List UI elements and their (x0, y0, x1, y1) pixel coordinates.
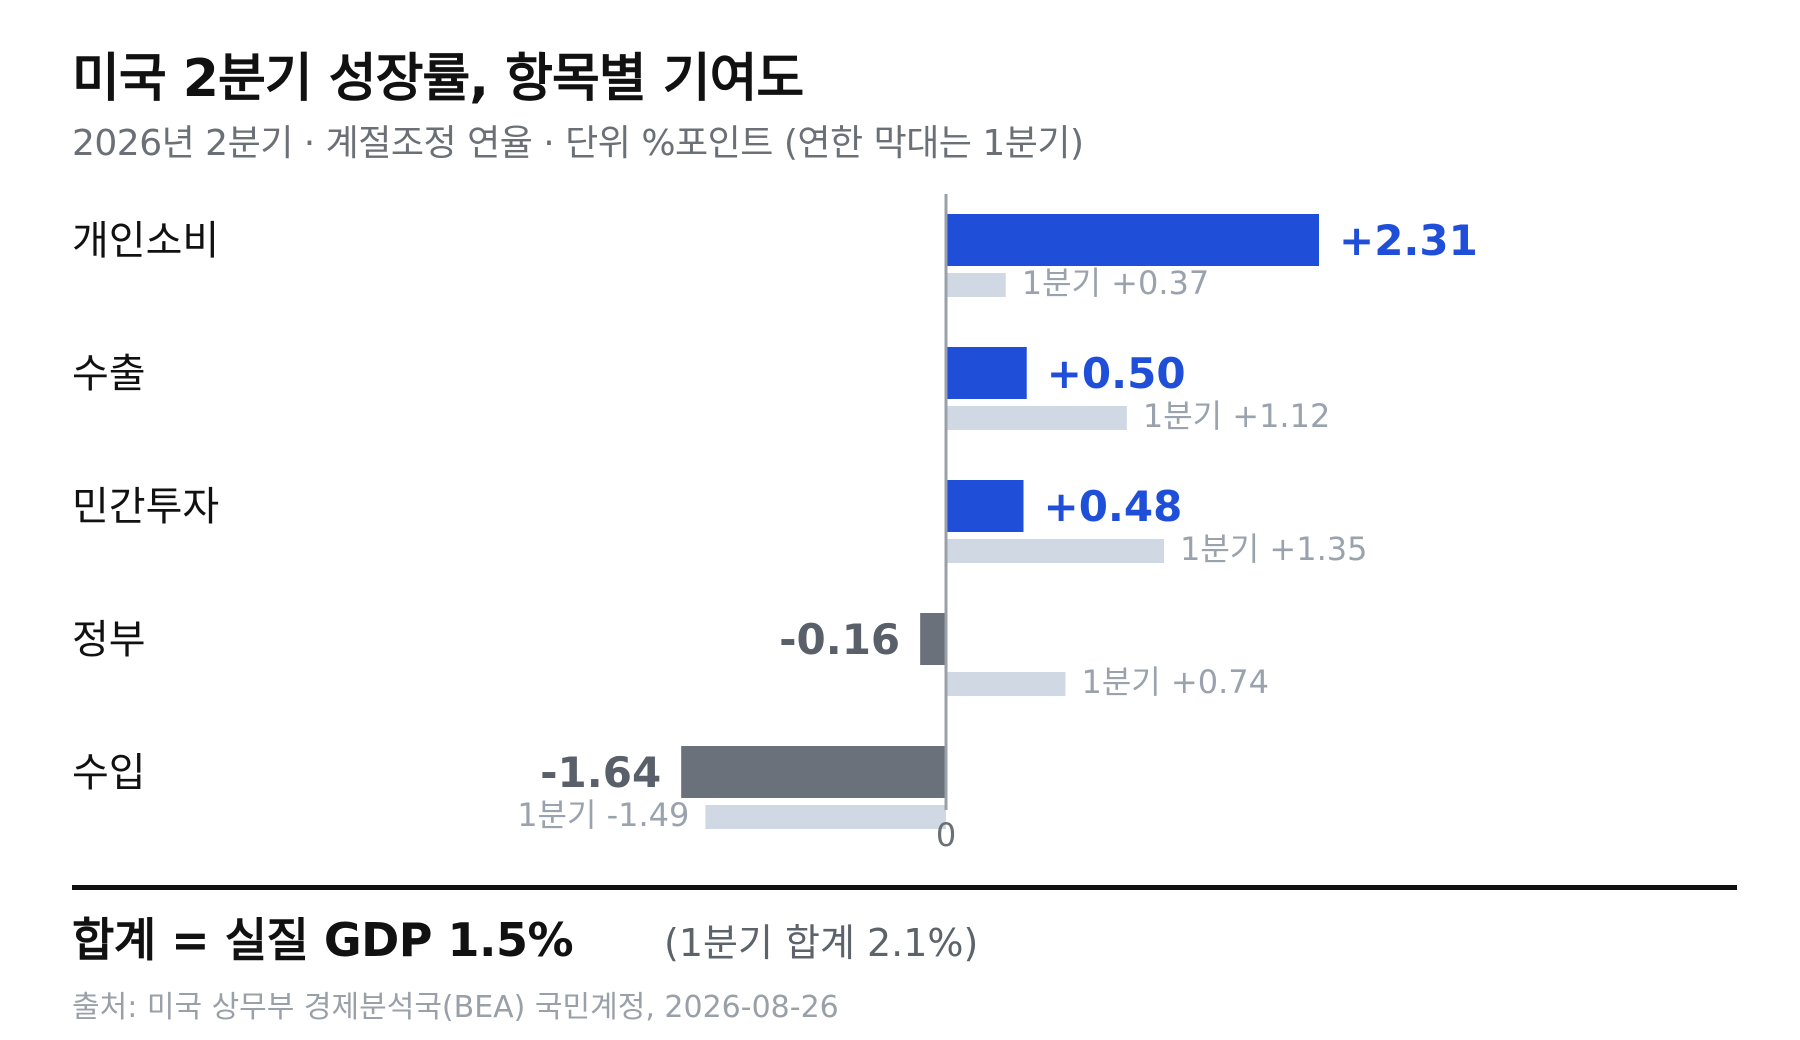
bar-current (920, 613, 946, 665)
previous-value-label: 1분기 +1.12 (1143, 397, 1330, 435)
source-note: 출처: 미국 상무부 경제분석국(BEA) 국민계정, 2026-08-26 (72, 990, 839, 1025)
chart-subtitle: 2026년 2분기 · 계절조정 연율 · 단위 %포인트 (연한 막대는 1분… (72, 123, 1084, 164)
bar-previous (946, 273, 1006, 297)
summary-divider (72, 885, 1737, 890)
bar-previous (705, 805, 946, 829)
value-label: -0.16 (779, 615, 900, 664)
previous-value-label: 1분기 -1.49 (517, 796, 689, 834)
category-label: 수출 (72, 351, 146, 397)
chart-title: 미국 2분기 성장률, 항목별 기여도 (72, 49, 804, 109)
value-label: -1.64 (540, 748, 661, 797)
value-label: +0.50 (1047, 349, 1186, 398)
category-label: 수입 (72, 750, 146, 796)
category-label: 민간투자 (72, 484, 219, 530)
bar-previous (946, 672, 1066, 696)
value-label: +2.31 (1339, 216, 1478, 265)
bar-previous (946, 539, 1164, 563)
previous-value-label: 1분기 +0.37 (1022, 264, 1209, 302)
bar-current (681, 746, 946, 798)
bar-current (946, 214, 1319, 266)
bar-previous (946, 406, 1127, 430)
bar-current (946, 480, 1024, 532)
total-gdp-label: 합계 = 실질 GDP 1.5% (72, 913, 574, 967)
category-label: 정부 (72, 617, 146, 663)
previous-value-label: 1분기 +0.74 (1081, 663, 1268, 701)
previous-value-label: 1분기 +1.35 (1180, 530, 1367, 568)
zero-tick-label: 0 (936, 816, 956, 854)
bar-current (946, 347, 1027, 399)
value-label: +0.48 (1044, 482, 1183, 531)
total-previous-quarter: (1분기 합계 2.1%) (664, 921, 979, 965)
category-label: 개인소비 (72, 218, 219, 264)
